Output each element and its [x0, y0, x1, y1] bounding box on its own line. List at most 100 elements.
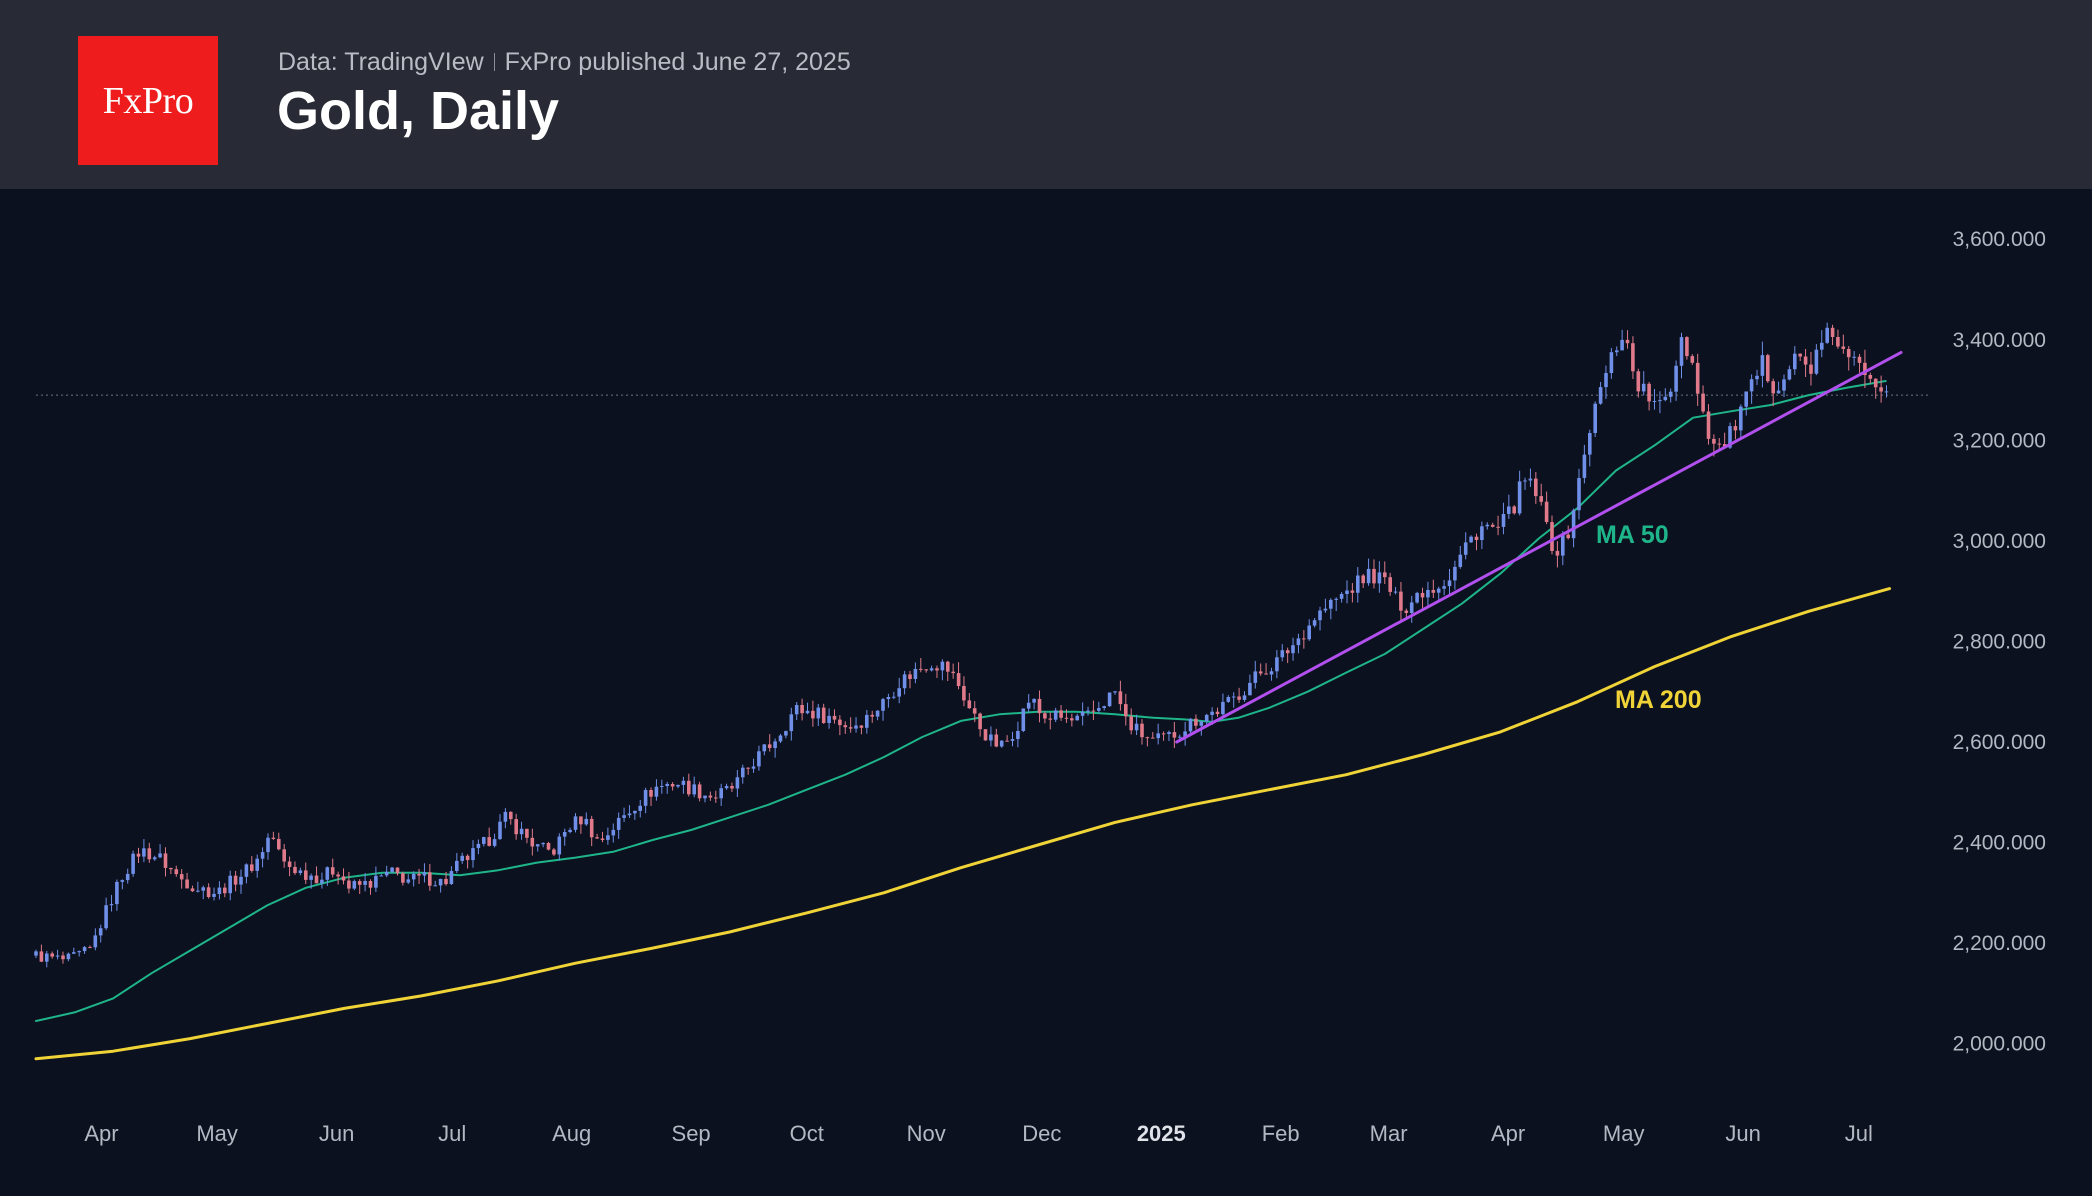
candle-body — [606, 835, 610, 840]
candle-body — [374, 875, 378, 888]
y-tick-label: 2,000.000 — [1953, 1033, 2046, 1056]
candle-body — [357, 881, 362, 885]
candle-body — [848, 727, 853, 729]
candle-body — [1059, 710, 1063, 718]
candle — [929, 665, 934, 672]
candle-body — [600, 838, 605, 840]
candle — [1458, 546, 1463, 569]
candle-body — [136, 853, 141, 857]
candle — [509, 811, 513, 825]
candle-body — [201, 887, 205, 891]
candle-body — [1172, 732, 1177, 738]
candle — [773, 738, 777, 758]
candle-body — [1469, 536, 1473, 543]
candle — [1884, 385, 1889, 398]
candle — [741, 764, 745, 784]
candle — [460, 852, 464, 864]
candle-body — [714, 797, 718, 799]
candle — [1679, 332, 1684, 379]
candle — [1399, 581, 1403, 621]
candle — [1021, 708, 1026, 733]
candle-body — [746, 767, 750, 769]
candle-body — [287, 861, 292, 867]
candle — [519, 821, 524, 840]
candle-body — [870, 714, 874, 717]
candle — [935, 665, 939, 678]
candle-body — [471, 848, 475, 861]
candle-body — [1151, 737, 1155, 739]
candle-body — [293, 866, 297, 873]
candle-body — [34, 951, 38, 956]
candle — [1409, 595, 1414, 623]
candle — [838, 715, 842, 736]
candle-body — [1285, 650, 1290, 654]
candle-body — [244, 864, 249, 877]
candle — [870, 710, 874, 723]
candle — [1825, 322, 1829, 344]
candle — [271, 831, 276, 840]
candle — [1733, 419, 1738, 440]
candle — [951, 663, 955, 679]
candle-body — [535, 844, 540, 847]
candle — [1215, 707, 1220, 717]
candle-body — [438, 878, 443, 886]
candle — [406, 874, 411, 885]
ma-50-path — [35, 380, 1887, 1022]
candle — [455, 853, 459, 874]
candle — [93, 928, 98, 951]
candle — [1393, 586, 1398, 595]
candle-body — [498, 821, 502, 840]
candle — [1134, 714, 1139, 736]
ma200-line — [34, 587, 1892, 1061]
candle-body — [1523, 480, 1527, 482]
candle — [1561, 531, 1565, 566]
candle-body — [1668, 391, 1673, 397]
candle — [1857, 353, 1862, 373]
candle-body — [1275, 657, 1279, 672]
candle-body — [687, 780, 691, 795]
candle — [384, 865, 389, 878]
candle — [1615, 346, 1619, 357]
candle-body — [735, 777, 740, 789]
candle-body — [552, 849, 556, 855]
candle-body — [460, 855, 464, 861]
ma-200-path — [34, 587, 1892, 1061]
candle — [158, 844, 162, 859]
candle — [401, 871, 405, 886]
candle-body — [503, 811, 508, 822]
candle-body — [708, 795, 713, 798]
candle-body — [665, 784, 669, 786]
candle — [325, 866, 330, 886]
candle-body — [1690, 356, 1695, 363]
candle-body — [325, 867, 330, 880]
candle — [978, 712, 982, 737]
candle-body — [228, 875, 232, 894]
candle — [530, 828, 535, 856]
candle-body — [395, 867, 400, 874]
y-tick-label: 3,000.000 — [1953, 530, 2046, 553]
candle-body — [1415, 592, 1419, 603]
candle — [1329, 598, 1333, 620]
candle-body — [1312, 620, 1317, 626]
candle — [492, 833, 497, 848]
candle-body — [1118, 691, 1123, 705]
fxpro-logo: FxPro — [78, 36, 218, 165]
candle-body — [476, 843, 481, 849]
candle-body — [881, 699, 885, 711]
candle — [174, 865, 179, 877]
candle-body — [719, 788, 723, 799]
candle-body — [1167, 732, 1171, 734]
candle-body — [379, 875, 384, 877]
candle — [1372, 559, 1376, 589]
candle-body — [865, 714, 869, 728]
candle — [1782, 374, 1786, 398]
candle-body — [778, 735, 783, 742]
candle-body — [271, 837, 276, 839]
candle-body — [1712, 438, 1716, 444]
candle-body — [1323, 608, 1328, 611]
candle — [1037, 690, 1042, 723]
candle — [1841, 334, 1846, 354]
candle-body — [1026, 702, 1031, 709]
candle — [1496, 515, 1500, 536]
candle — [1863, 349, 1867, 388]
